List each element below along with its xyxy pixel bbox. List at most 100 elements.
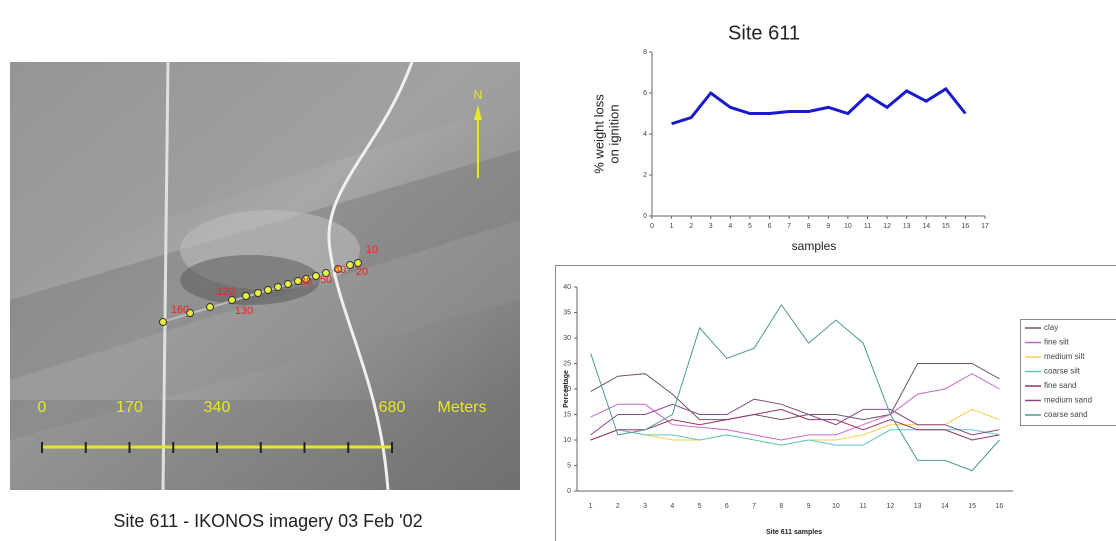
sample-point — [334, 265, 342, 273]
y-tick-label: 0 — [643, 213, 647, 220]
point-label: 120 — [217, 286, 235, 298]
x-tick-label: 15 — [942, 223, 950, 230]
legend-label: medium silt — [1044, 352, 1085, 361]
data-line — [590, 303, 1000, 472]
x-tick-label: 13 — [914, 503, 922, 510]
y-tick-label: 5 — [567, 462, 571, 469]
data-line — [590, 398, 1000, 436]
x-tick-label: 4 — [670, 503, 674, 510]
chart-title: Site 611 — [728, 22, 800, 44]
sample-point — [284, 280, 292, 288]
y-tick-label: 10 — [563, 437, 571, 444]
x-axis-label: Site 611 samples — [766, 529, 822, 536]
y-tick-label: 2 — [643, 172, 647, 179]
sample-point — [274, 283, 282, 291]
x-tick-label: 0 — [650, 223, 654, 230]
x-tick-label: 6 — [768, 223, 772, 230]
scale-label: 680 — [379, 399, 406, 416]
point-label: 20 — [356, 266, 368, 278]
sample-point — [264, 286, 272, 294]
sample-point — [186, 309, 194, 317]
x-tick-label: 10 — [844, 223, 852, 230]
point-label: 30 — [300, 276, 312, 288]
x-tick-label: 11 — [864, 223, 871, 230]
x-tick-label: 8 — [807, 223, 811, 230]
sample-point — [254, 289, 262, 297]
point-label: 130 — [235, 305, 253, 317]
x-tick-label: 14 — [922, 223, 930, 230]
y-tick-label: 15 — [563, 411, 571, 418]
y-tick-label: 0 — [567, 488, 571, 495]
x-tick-label: 3 — [709, 223, 713, 230]
point-label: 10 — [366, 244, 378, 256]
x-tick-label: 3 — [643, 503, 647, 510]
y-axis-label-line: on ignition — [606, 104, 621, 163]
data-line — [671, 86, 967, 126]
y-axis-label: Percentage — [563, 370, 570, 408]
x-tick-label: 1 — [589, 503, 593, 510]
x-tick-label: 15 — [968, 503, 976, 510]
legend-label: medium sand — [1044, 396, 1092, 405]
x-tick-label: 11 — [859, 503, 866, 510]
legend-label: clay — [1044, 323, 1058, 332]
sample-point — [312, 272, 320, 280]
x-tick-label: 5 — [748, 223, 752, 230]
x-tick-label: 9 — [826, 223, 830, 230]
x-tick-label: 12 — [886, 503, 894, 510]
scale-label: 340 — [204, 399, 231, 416]
sample-point — [159, 318, 167, 326]
data-line — [590, 408, 1000, 441]
north-label: N — [474, 88, 483, 102]
point-label: 40 — [334, 264, 346, 276]
sample-point — [354, 259, 362, 267]
y-tick-label: 8 — [643, 49, 647, 56]
legend-label: coarse silt — [1044, 367, 1081, 376]
x-axis-label: samples — [792, 239, 837, 253]
y-tick-label: 40 — [563, 284, 571, 291]
x-tick-label: 16 — [962, 223, 970, 230]
sample-point — [302, 275, 310, 283]
x-tick-label: 4 — [728, 223, 732, 230]
scale-label: 170 — [116, 399, 143, 416]
x-tick-label: 17 — [981, 223, 989, 230]
y-tick-label: 30 — [563, 335, 571, 342]
y-tick-label: 4 — [643, 131, 647, 138]
data-line — [590, 363, 1000, 421]
x-tick-label: 6 — [725, 503, 729, 510]
y-axis-label: % weight loss on ignition — [591, 94, 621, 174]
point-label: 50 — [320, 274, 332, 286]
y-axis-label-line: % weight loss — [591, 94, 606, 174]
x-tick-label: 12 — [883, 223, 891, 230]
x-tick-label: 10 — [832, 503, 840, 510]
satellite-image — [10, 62, 520, 490]
y-tick-label: 25 — [563, 360, 571, 367]
x-tick-label: 14 — [941, 503, 949, 510]
y-tick-label: 20 — [563, 386, 571, 393]
x-tick-label: 1 — [670, 223, 674, 230]
y-tick-label: 35 — [563, 309, 571, 316]
legend-label: fine sand — [1044, 381, 1076, 390]
x-tick-label: 2 — [689, 223, 693, 230]
scale-unit: Meters — [438, 399, 487, 416]
sample-point — [322, 269, 330, 277]
legend-label: fine silt — [1044, 338, 1070, 347]
sample-point — [242, 292, 250, 300]
x-tick-label: 7 — [752, 503, 756, 510]
x-tick-label: 8 — [779, 503, 783, 510]
scale-label: 0 — [38, 399, 47, 416]
sample-point — [346, 261, 354, 269]
x-tick-label: 9 — [807, 503, 811, 510]
x-tick-label: 16 — [995, 503, 1003, 510]
legend-label: coarse sand — [1044, 410, 1088, 419]
x-tick-label: 7 — [787, 223, 791, 230]
data-line — [590, 373, 1000, 441]
legend-box — [1020, 319, 1116, 426]
y-tick-label: 6 — [643, 90, 647, 97]
x-tick-label: 2 — [616, 503, 620, 510]
point-label: 160 — [171, 304, 189, 316]
x-tick-label: 5 — [698, 503, 702, 510]
sample-point — [228, 296, 236, 304]
sample-point — [294, 277, 302, 285]
